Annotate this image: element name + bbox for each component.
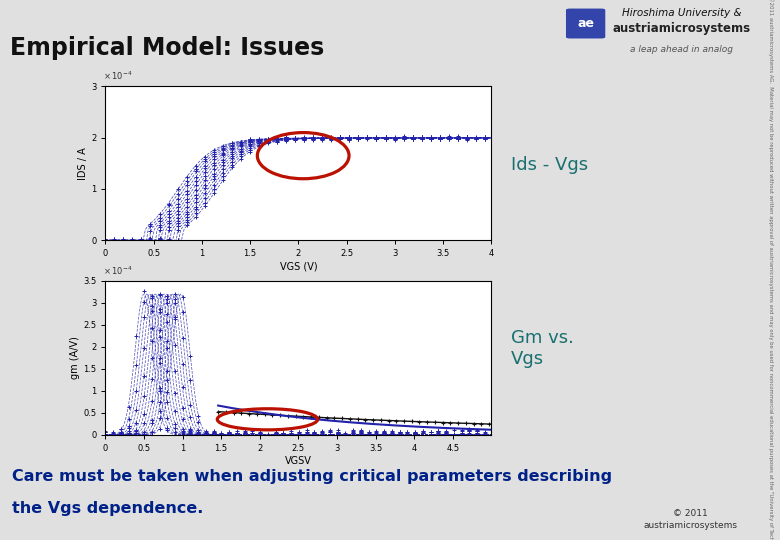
Text: Ids - Vgs: Ids - Vgs [511, 156, 588, 174]
X-axis label: VGSV: VGSV [285, 456, 312, 465]
Text: $\times\,10^{-4}$: $\times\,10^{-4}$ [104, 70, 133, 82]
Text: Hiroshima University &: Hiroshima University & [622, 8, 742, 18]
Text: ae: ae [577, 17, 594, 30]
Text: austriamicrosystems: austriamicrosystems [612, 22, 751, 35]
X-axis label: VGS (V): VGS (V) [279, 261, 317, 271]
Text: $\times\,10^{-4}$: $\times\,10^{-4}$ [104, 264, 133, 276]
Y-axis label: IDS / A: IDS / A [78, 147, 88, 180]
Text: © 2011
austriamicrosystems: © 2011 austriamicrosystems [644, 509, 737, 530]
Text: Empirical Model: Issues: Empirical Model: Issues [10, 36, 324, 60]
Text: Care must be taken when adjusting critical parameters describing: Care must be taken when adjusting critic… [12, 469, 612, 484]
Y-axis label: gm (A/V): gm (A/V) [70, 336, 80, 379]
Text: a leap ahead in analog: a leap ahead in analog [630, 45, 733, 55]
FancyBboxPatch shape [566, 9, 605, 38]
Text: Gm vs.
Vgs: Gm vs. Vgs [511, 329, 574, 368]
Text: the Vgs dependence.: the Vgs dependence. [12, 501, 203, 516]
Text: All rights reserved.  ©2011 austriamicrosystems AG.  Material may not be reprodu: All rights reserved. ©2011 austriamicros… [768, 0, 774, 540]
